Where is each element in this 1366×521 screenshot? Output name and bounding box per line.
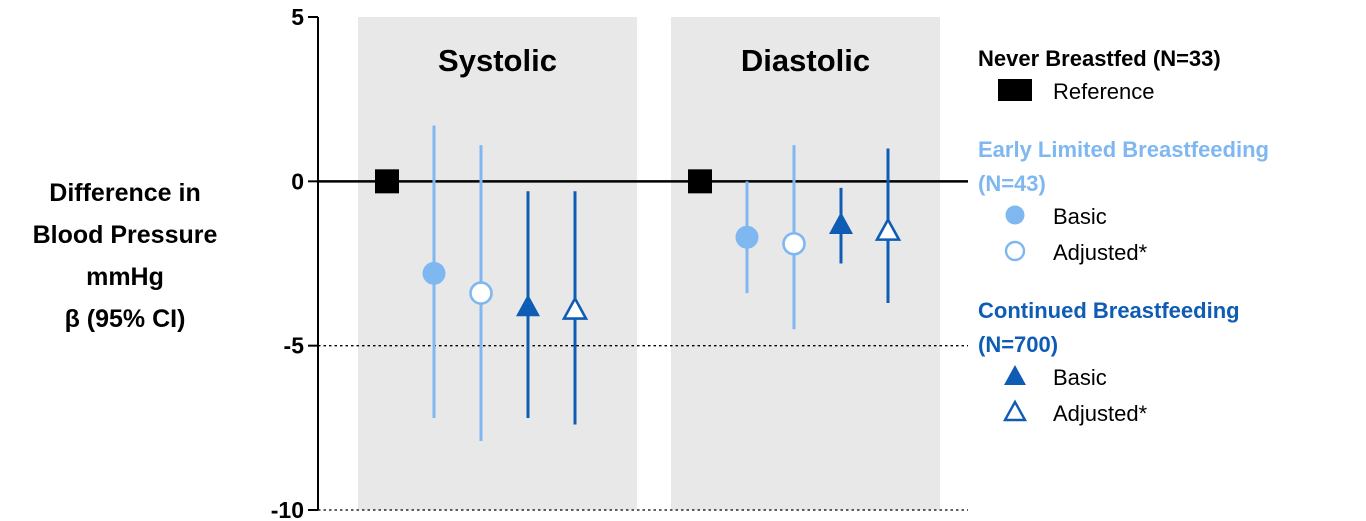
point-systolic-never-reference bbox=[375, 169, 399, 194]
legend-marker-circle-filled bbox=[1005, 205, 1025, 225]
legend-item-label: Adjusted* bbox=[1053, 240, 1148, 265]
y-axis-title: Difference in Blood Pressure mmHg β (95%… bbox=[0, 172, 250, 340]
panel-background-0 bbox=[358, 17, 637, 510]
legend-marker-square bbox=[998, 79, 1032, 101]
point-diastolic-never-reference bbox=[688, 169, 712, 194]
legend-group-title-2: Continued Breastfeeding bbox=[978, 298, 1240, 323]
y-axis-title-line-1: Difference in bbox=[49, 179, 201, 207]
legend-group-title-0: Never Breastfed (N=33) bbox=[978, 46, 1221, 71]
panel-background-1 bbox=[671, 17, 940, 510]
legend-item-label: Basic bbox=[1053, 365, 1107, 390]
legend-item-label: Adjusted* bbox=[1053, 401, 1148, 426]
y-axis-title-line-3: mmHg bbox=[86, 263, 164, 291]
point-systolic-continued-adjusted bbox=[561, 295, 589, 320]
point-diastolic-early-adjusted bbox=[782, 231, 806, 256]
y-tick-label: 5 bbox=[291, 4, 304, 30]
y-axis-title-line-4: β (95% CI) bbox=[64, 305, 186, 333]
y-tick-label: -10 bbox=[271, 497, 304, 521]
panel-label-diastolic: Diastolic bbox=[741, 43, 870, 78]
legend-marker-circle-open bbox=[1004, 240, 1026, 262]
point-diastolic-continued-basic bbox=[829, 212, 853, 235]
point-systolic-early-adjusted bbox=[469, 281, 493, 305]
point-diastolic-continued-adjusted bbox=[874, 216, 902, 241]
y-tick-label: 0 bbox=[291, 168, 304, 194]
point-diastolic-early-basic bbox=[735, 225, 759, 249]
y-tick-label: -5 bbox=[284, 333, 305, 359]
y-axis-title-line-2: Blood Pressure bbox=[32, 221, 218, 249]
legend-item-label: Reference bbox=[1053, 79, 1155, 104]
legend-marker-triangle-open bbox=[1002, 399, 1028, 422]
legend-marker-triangle-filled bbox=[1004, 365, 1026, 385]
legend-group-title-2: (N=700) bbox=[978, 332, 1058, 357]
point-systolic-early-basic bbox=[422, 261, 446, 285]
legend-item-label: Basic bbox=[1053, 204, 1107, 229]
legend-group-title-1: Early Limited Breastfeeding bbox=[978, 137, 1269, 162]
point-systolic-continued-basic bbox=[516, 294, 540, 317]
legend-group-title-1: (N=43) bbox=[978, 171, 1046, 196]
panel-label-systolic: Systolic bbox=[438, 43, 557, 78]
